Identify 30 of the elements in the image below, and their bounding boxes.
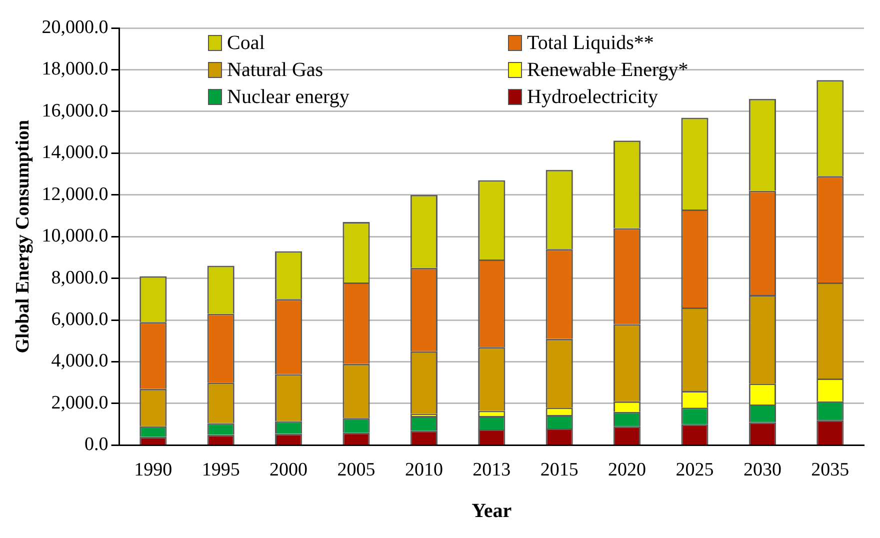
x-tick-label: 2020 bbox=[608, 460, 646, 481]
y-tick-label: 18,000.0 bbox=[42, 58, 108, 80]
x-tick-label: 2025 bbox=[676, 460, 714, 481]
x-tick-label: 2005 bbox=[337, 460, 376, 481]
x-tick-label: 2015 bbox=[540, 460, 578, 481]
legend-label: Hydroelectricity bbox=[527, 86, 658, 108]
y-tick-label: 16,000.0 bbox=[42, 100, 108, 122]
x-tick-label: 2000 bbox=[270, 460, 308, 481]
x-tick-label: 2030 bbox=[743, 460, 782, 481]
y-tick-label: 20,000.0 bbox=[42, 16, 108, 38]
x-tick-label: 2013 bbox=[472, 460, 511, 481]
y-tick-label: 0.0 bbox=[84, 434, 108, 456]
y-tick-label: 4,000.0 bbox=[51, 350, 108, 372]
legend-label: Natural Gas bbox=[227, 58, 324, 82]
x-axis-title: Year bbox=[472, 500, 512, 522]
x-tick-label: 1995 bbox=[202, 460, 240, 481]
x-tick-label: 1990 bbox=[134, 460, 172, 481]
legend-label: Total Liquids** bbox=[527, 32, 654, 54]
x-tick-label: 2035 bbox=[811, 460, 850, 481]
legend-label: Renewable Energy* bbox=[527, 58, 688, 82]
legend-label: Coal bbox=[227, 32, 265, 54]
y-tick-label: 8,000.0 bbox=[51, 267, 108, 288]
y-tick-label: 2,000.0 bbox=[51, 392, 108, 414]
legend-label: Nuclear energy bbox=[227, 86, 350, 108]
x-tick-label: 2010 bbox=[404, 460, 443, 481]
y-tick-label: 6,000.0 bbox=[51, 309, 108, 330]
y-tick-label: 10,000.0 bbox=[42, 226, 108, 247]
y-axis-title: Global Energy Consumption bbox=[12, 120, 34, 354]
y-tick-label: 14,000.0 bbox=[42, 142, 108, 164]
y-tick-label: 12,000.0 bbox=[42, 184, 108, 205]
